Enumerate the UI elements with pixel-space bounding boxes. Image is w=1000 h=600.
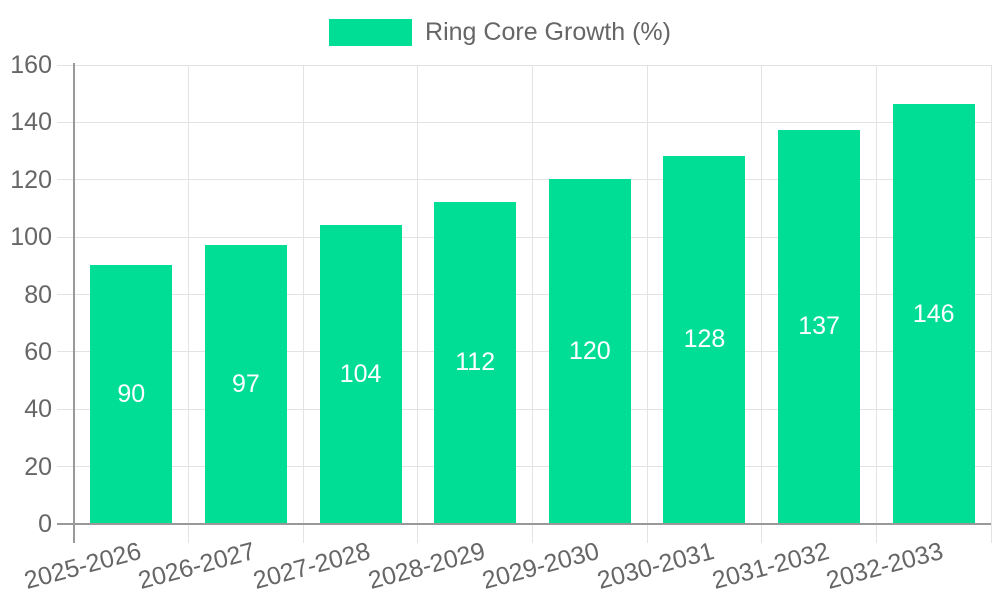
y-tick-label: 40 [24, 395, 52, 424]
y-tick-label: 60 [24, 337, 52, 366]
y-tick-label: 160 [10, 51, 52, 79]
bar-value-label: 90 [117, 379, 146, 408]
y-tick-label: 100 [10, 223, 52, 252]
y-gridline [57, 121, 991, 123]
x-gridline [188, 65, 190, 543]
bar-value-label: 146 [912, 299, 955, 328]
legend-swatch [329, 19, 413, 46]
x-gridline [532, 65, 533, 543]
y-tick-label: 80 [24, 280, 52, 309]
bar-value-label: 128 [683, 325, 726, 354]
legend[interactable]: Ring Core Growth (%) [0, 18, 1000, 47]
bar[interactable]: 137 [778, 129, 861, 523]
y-gridline [57, 351, 991, 353]
bar[interactable]: 112 [434, 201, 517, 523]
x-tick-label: 2028-2029 [364, 536, 488, 595]
bar[interactable]: 128 [663, 155, 746, 523]
x-axis-line [57, 523, 991, 525]
y-gridline [57, 64, 991, 66]
y-tick-label: 140 [10, 108, 52, 137]
bar[interactable]: 97 [204, 244, 287, 523]
bar-value-label: 97 [232, 369, 260, 398]
bar[interactable]: 146 [892, 104, 975, 523]
y-tick-label: 20 [24, 452, 52, 481]
x-tick-label: 2031-2032 [708, 536, 832, 595]
y-gridline [57, 466, 991, 468]
x-gridline [761, 65, 763, 543]
x-tick-label: 2025-2026 [21, 536, 144, 595]
x-tick-label: 2026-2027 [135, 536, 259, 595]
y-gridline [57, 236, 991, 238]
x-gridline [990, 65, 992, 543]
y-gridline [57, 408, 991, 410]
x-tick-label: 2030-2031 [594, 536, 717, 595]
bar-value-label: 137 [798, 312, 840, 341]
x-gridline [875, 65, 877, 543]
y-axis-line [73, 63, 75, 543]
bar[interactable]: 104 [319, 224, 402, 523]
bar[interactable]: 120 [548, 178, 631, 523]
x-gridline [417, 65, 419, 543]
x-gridline [646, 65, 648, 543]
x-tick-label: 2032-2033 [823, 536, 947, 595]
bar-value-label: 104 [339, 359, 382, 388]
legend-label: Ring Core Growth (%) [425, 18, 671, 46]
bar[interactable]: 90 [90, 264, 173, 523]
y-gridline [57, 179, 991, 181]
y-tick-label: 120 [10, 165, 52, 194]
x-tick-label: 2029-2030 [479, 536, 603, 595]
x-gridline [302, 65, 304, 543]
bar-value-label: 112 [455, 348, 496, 377]
y-gridline [57, 294, 991, 295]
x-tick-label: 2027-2028 [250, 536, 374, 595]
y-tick-label: 0 [38, 510, 52, 538]
bar-value-label: 120 [568, 336, 611, 365]
